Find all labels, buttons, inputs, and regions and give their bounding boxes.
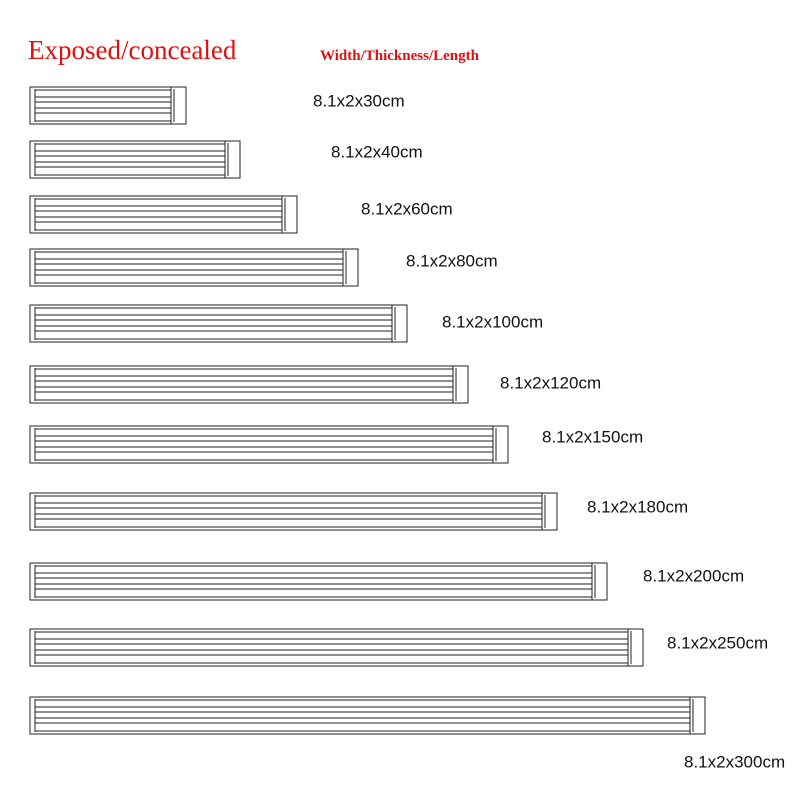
profile-outline	[29, 492, 558, 531]
size-label: 8.1x2x300cm	[684, 752, 785, 771]
profile-outline	[29, 562, 608, 601]
size-label: 8.1x2x150cm	[542, 427, 643, 446]
size-label: 8.1x2x180cm	[587, 497, 688, 516]
subtitle: Width/Thickness/Length	[320, 48, 480, 64]
profile-outline	[29, 425, 509, 464]
profile-outline	[29, 248, 359, 287]
size-label: 8.1x2x120cm	[500, 373, 601, 392]
size-label: 8.1x2x100cm	[442, 312, 543, 331]
size-label: 8.1x2x40cm	[331, 142, 423, 161]
profile-outline	[29, 365, 469, 404]
size-label: 8.1x2x250cm	[667, 633, 768, 652]
title: Exposed/concealed	[28, 35, 237, 65]
profile-outline	[29, 696, 706, 735]
profile-outline	[29, 140, 241, 179]
profile-outline	[29, 628, 644, 667]
profile-outline	[29, 304, 408, 343]
profile-outline	[29, 86, 187, 125]
size-label: 8.1x2x60cm	[361, 199, 453, 218]
size-label: 8.1x2x30cm	[313, 91, 405, 110]
size-label: 8.1x2x200cm	[643, 566, 744, 585]
size-label: 8.1x2x80cm	[406, 251, 498, 270]
profile-outline	[29, 195, 298, 234]
